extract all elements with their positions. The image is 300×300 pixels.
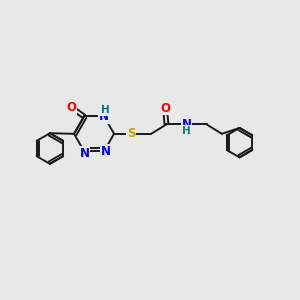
Text: N: N bbox=[100, 145, 110, 158]
Text: H: H bbox=[100, 105, 109, 115]
Text: O: O bbox=[160, 102, 170, 115]
Text: H: H bbox=[182, 126, 191, 136]
Text: O: O bbox=[67, 101, 77, 114]
Text: N: N bbox=[182, 118, 191, 131]
Text: S: S bbox=[127, 127, 135, 140]
Text: N: N bbox=[99, 110, 109, 123]
Text: N: N bbox=[80, 147, 90, 160]
